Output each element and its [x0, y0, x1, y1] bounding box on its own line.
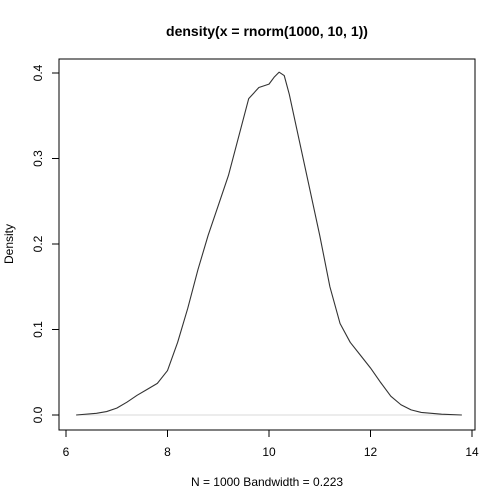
x-tick-label: 14 — [465, 445, 479, 459]
x-axis-label: N = 1000 Bandwidth = 0.223 — [191, 475, 343, 489]
x-tick-label: 12 — [364, 445, 378, 459]
y-tick-label: 0.1 — [31, 321, 45, 338]
y-tick-label: 0.3 — [31, 150, 45, 167]
y-tick-label: 0.4 — [31, 64, 45, 81]
y-tick-label: 0.0 — [31, 406, 45, 423]
density-series — [76, 71, 462, 416]
y-tick-label: 0.2 — [31, 235, 45, 252]
x-axis: 6 8 10 12 14 — [63, 429, 479, 459]
chart-title: density(x = rnorm(1000, 10, 1)) — [166, 23, 368, 39]
x-tick-label: 6 — [63, 445, 70, 459]
y-axis: 0.0 0.1 0.2 0.3 0.4 — [31, 64, 60, 423]
density-curve — [76, 71, 462, 416]
x-tick-label: 8 — [164, 445, 171, 459]
x-tick-label: 10 — [262, 445, 276, 459]
plot-frame — [58, 58, 476, 431]
y-axis-label: Density — [2, 224, 16, 264]
